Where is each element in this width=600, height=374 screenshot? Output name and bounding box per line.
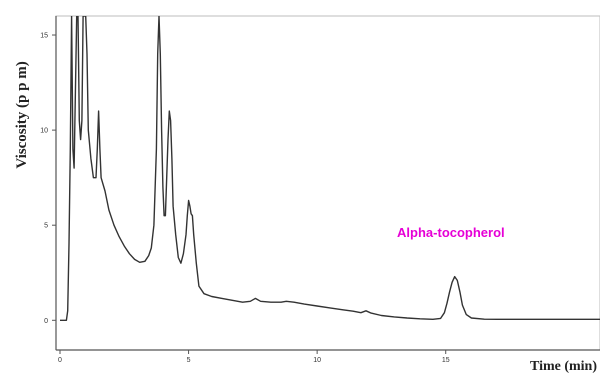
y-tick-label: 15 [40,33,48,40]
plot-area [55,15,600,351]
x-axis-title: Time (min) [530,359,597,374]
labels-layer: Viscosity (p p m) Time (min) Alpha-tocop… [14,61,597,374]
alpha-tocopherol-annotation: Alpha-tocopherol [397,225,505,240]
x-tick-label: 0 [58,357,62,364]
y-tick-label: 0 [44,318,48,325]
y-tick-label: 5 [44,223,48,230]
x-tick-label: 5 [187,357,191,364]
x-tick-label: 15 [442,357,450,364]
y-tick-label: 10 [40,128,48,135]
axes-layer: 0 5 10 15 0 5 10 15 [40,16,600,364]
y-axis-title: Viscosity (p p m) [14,61,30,168]
x-tick-label: 10 [313,357,321,364]
series-layer [60,16,600,321]
chromatogram-trace [60,16,600,321]
